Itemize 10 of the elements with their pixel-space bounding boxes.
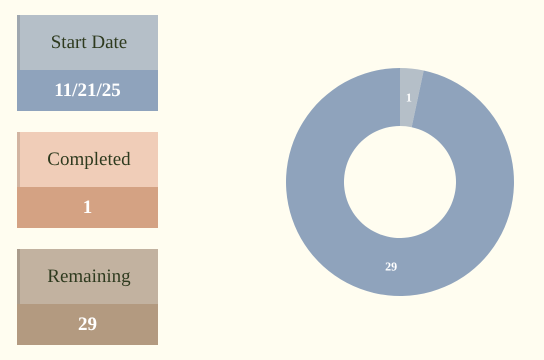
text: 11/21/25 — [17, 70, 158, 111]
data-label: 29 — [385, 260, 398, 274]
data-label: 1 — [406, 90, 412, 104]
text: Remaining — [17, 249, 158, 304]
text: 1 — [17, 187, 158, 228]
text: Start Date — [17, 15, 158, 70]
donut-slice — [400, 68, 424, 128]
text: Completed — [17, 132, 158, 187]
text: 29 — [17, 304, 158, 345]
donut-slice — [286, 68, 514, 296]
